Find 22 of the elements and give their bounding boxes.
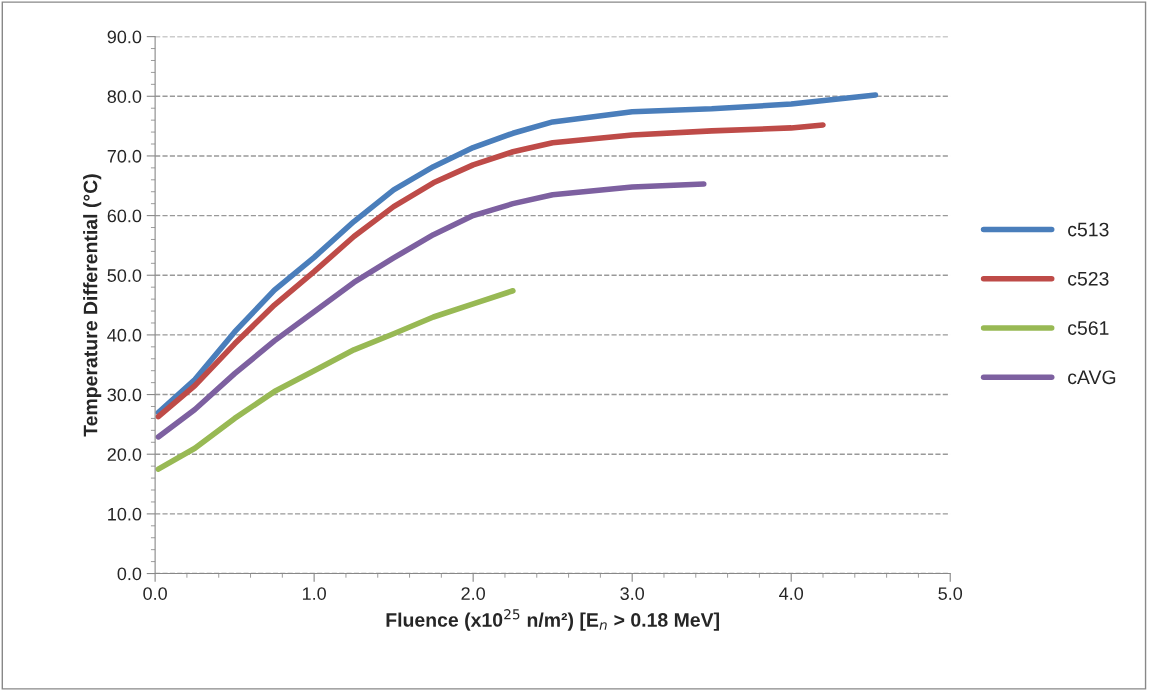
y-tick-label: 30.0	[107, 388, 142, 402]
x-tick-label: 3.0	[620, 587, 645, 600]
y-tick-label: 10.0	[108, 507, 142, 521]
x-tick-label: 0.0	[143, 587, 167, 600]
y-tick-label: 0.0	[117, 567, 142, 581]
legend-label: cAVG	[1068, 370, 1116, 385]
x-axis-title: Fluence (x10$^{25}$ n/m²) [E$_{n}$ > 0.18 MeV]	[386, 609, 719, 631]
y-tick-label: 20.0	[107, 448, 142, 461]
y-axis-title: Temperature Differential (°C)	[83, 174, 102, 437]
x-tick-label: 1.0	[302, 587, 326, 600]
legend-label: c561	[1068, 321, 1109, 335]
y-tick-label: 80.0	[107, 90, 142, 103]
y-tick-label: 70.0	[107, 149, 142, 163]
y-tick-label: 40.0	[107, 328, 142, 342]
x-tick-label: 2.0	[461, 587, 485, 600]
x-tick-label: 4.0	[779, 587, 804, 600]
x-tick-label: 5.0	[938, 587, 963, 600]
y-tick-label: 90.0	[107, 30, 142, 44]
legend-label: c513	[1068, 222, 1109, 237]
y-tick-label: 60.0	[107, 209, 142, 223]
legend-label: c523	[1068, 271, 1109, 286]
y-tick-label: 50.0	[107, 269, 142, 282]
